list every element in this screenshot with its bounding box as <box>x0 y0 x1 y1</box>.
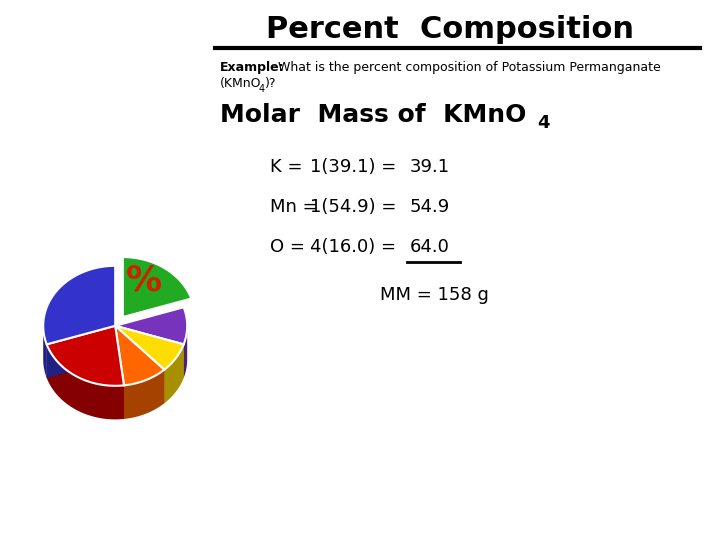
Polygon shape <box>115 326 164 403</box>
Text: K =: K = <box>270 158 302 176</box>
Polygon shape <box>47 345 124 420</box>
Polygon shape <box>43 326 47 378</box>
Polygon shape <box>123 257 192 317</box>
Polygon shape <box>115 326 124 419</box>
Polygon shape <box>115 326 184 378</box>
Text: What is the percent composition of Potassium Permanganate: What is the percent composition of Potas… <box>278 60 661 73</box>
Polygon shape <box>164 345 184 403</box>
Text: MM = 158 g: MM = 158 g <box>380 286 489 304</box>
Text: Mn =: Mn = <box>270 198 318 216</box>
Polygon shape <box>115 307 187 345</box>
Text: 64.0: 64.0 <box>410 238 450 256</box>
Polygon shape <box>43 266 115 345</box>
Text: 4: 4 <box>537 114 549 132</box>
Text: )?: )? <box>265 77 276 90</box>
Text: (KMnO: (KMnO <box>220 77 261 90</box>
Text: %: % <box>126 264 162 298</box>
Polygon shape <box>47 326 115 378</box>
Text: 39.1: 39.1 <box>410 158 450 176</box>
Text: Molar  Mass of  KMnO: Molar Mass of KMnO <box>220 103 526 127</box>
Text: Percent  Composition: Percent Composition <box>266 16 634 44</box>
Text: 1(39.1) =: 1(39.1) = <box>310 158 396 176</box>
Polygon shape <box>47 326 124 386</box>
Text: 4: 4 <box>259 84 265 94</box>
Text: O =: O = <box>270 238 305 256</box>
Polygon shape <box>115 326 124 419</box>
Polygon shape <box>115 326 184 370</box>
Polygon shape <box>115 326 164 403</box>
Text: Example:: Example: <box>220 60 284 73</box>
Text: 1(54.9) =: 1(54.9) = <box>310 198 397 216</box>
Polygon shape <box>115 326 164 386</box>
Text: 54.9: 54.9 <box>410 198 450 216</box>
Polygon shape <box>184 325 187 378</box>
Polygon shape <box>47 326 115 378</box>
Polygon shape <box>124 370 164 419</box>
Text: 4(16.0) =: 4(16.0) = <box>310 238 396 256</box>
Polygon shape <box>115 326 184 378</box>
